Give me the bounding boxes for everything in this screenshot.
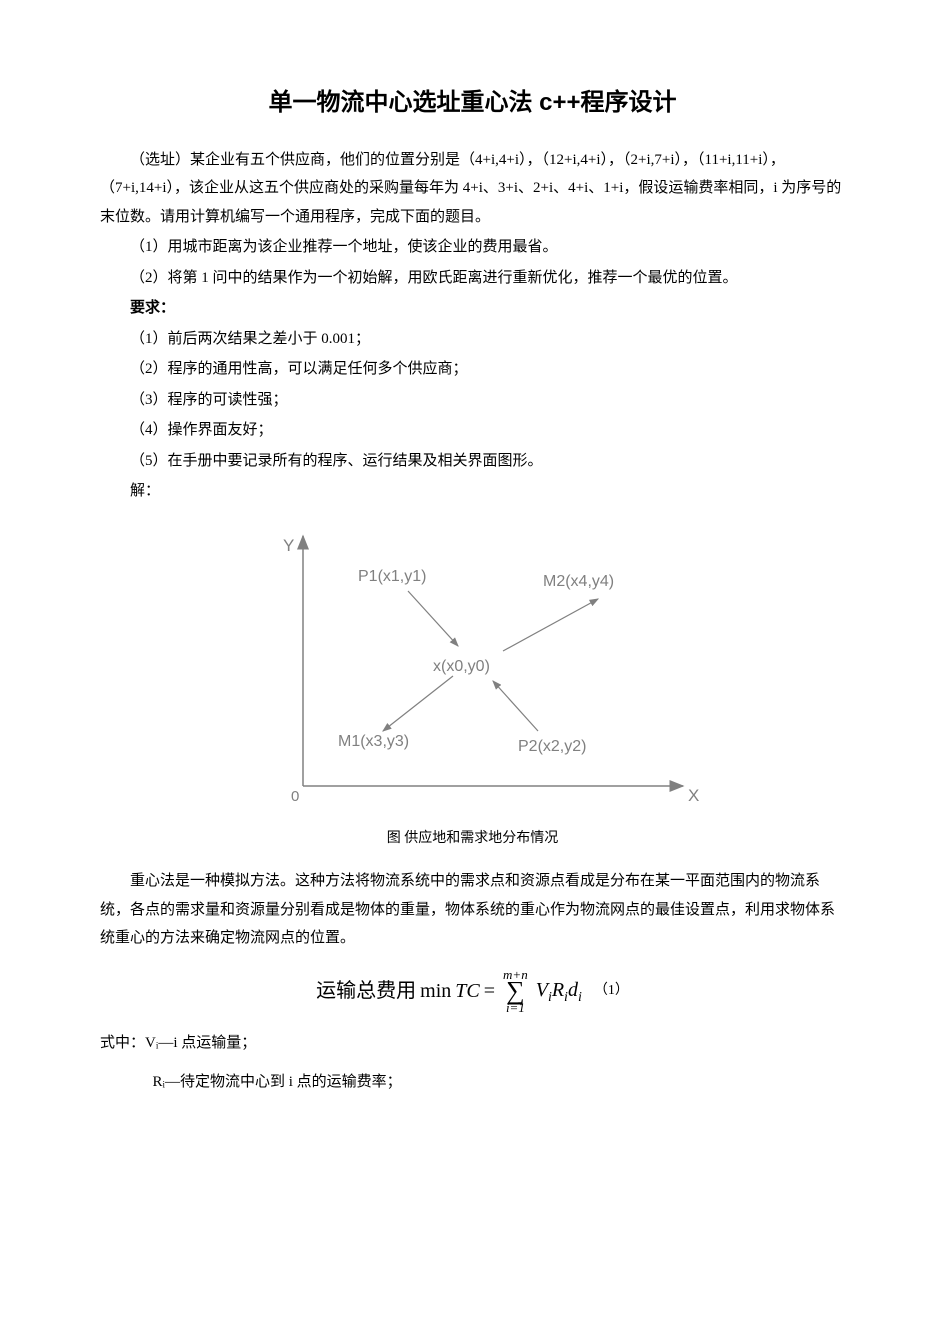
formula-term: ViRidi (536, 971, 582, 1012)
node-center-label: x(x0,y0) (433, 658, 490, 675)
node-p1-label: P1(x1,y1) (358, 568, 426, 585)
node-p2-label: P2(x2,y2) (518, 738, 586, 755)
method-description: 重心法是一种模拟方法。这种方法将物流系统中的需求点和资源点看成是分布在某一平面范… (100, 867, 845, 953)
term-r: R (552, 979, 564, 1001)
x-axis-label: X (688, 786, 699, 805)
definition-1: 式中：Vᵢ—i 点运输量； (100, 1029, 845, 1058)
arrow-m2 (503, 599, 598, 651)
solve-label: 解： (100, 477, 845, 506)
question-1: （1）用城市距离为该企业推荐一个地址，使该企业的费用最省。 (100, 233, 845, 262)
y-axis-label: Y (283, 536, 294, 555)
arrow-p2 (493, 681, 538, 731)
formula-container: 运输总费用 min TC = m+n ∑ i=1 ViRidi （1） (100, 968, 845, 1015)
sigma-icon: ∑ (506, 981, 525, 1002)
requirement-3: （3）程序的可读性强； (100, 386, 845, 415)
formula-tc: TC (455, 972, 479, 1010)
sub-d: i (578, 990, 582, 1005)
transport-cost-formula: 运输总费用 min TC = m+n ∑ i=1 ViRidi （1） (316, 968, 629, 1015)
def-text-1: —i 点运输量； (158, 1035, 256, 1051)
definition-2: Rᵢ—待定物流中心到 i 点的运输费率； (100, 1068, 845, 1097)
intro-paragraph: （选址）某企业有五个供应商，他们的位置分别是（4+i,4+i），（12+i,4+… (100, 146, 845, 232)
def-text-2: —待定物流中心到 i 点的运输费率； (165, 1074, 402, 1090)
question-2: （2）将第 1 问中的结果作为一个初始解，用欧氏距离进行重新优化，推荐一个最优的… (100, 264, 845, 293)
diagram-caption: 图 供应地和需求地分布情况 (100, 826, 845, 853)
formula-equals: = (484, 972, 495, 1010)
definitions-list: 式中：Vᵢ—i 点运输量； Rᵢ—待定物流中心到 i 点的运输费率； (100, 1029, 845, 1096)
arrow-p1 (408, 591, 458, 646)
def-prefix: 式中： (100, 1035, 145, 1051)
document-title: 单一物流中心选址重心法 c++程序设计 (100, 80, 845, 126)
sum-lower-limit: i=1 (506, 1001, 525, 1014)
requirements-header: 要求： (100, 294, 845, 323)
diagram-container: Y X 0 P1(x1,y1) M2(x4,y4) x(x0,y0) M1(x3… (100, 526, 845, 816)
arrow-m1 (383, 676, 453, 731)
def-var-1: Vᵢ (145, 1035, 158, 1051)
node-m1-label: M1(x3,y3) (338, 733, 409, 750)
origin-label: 0 (291, 788, 299, 805)
term-v: V (536, 979, 548, 1001)
formula-prefix: 运输总费用 (316, 972, 416, 1010)
summation-symbol: m+n ∑ i=1 (503, 968, 528, 1015)
requirement-4: （4）操作界面友好； (100, 416, 845, 445)
coordinate-diagram: Y X 0 P1(x1,y1) M2(x4,y4) x(x0,y0) M1(x3… (243, 526, 703, 816)
requirement-5: （5）在手册中要记录所有的程序、运行结果及相关界面图形。 (100, 447, 845, 476)
requirement-2: （2）程序的通用性高，可以满足任何多个供应商； (100, 355, 845, 384)
equation-number: （1） (594, 978, 629, 1005)
node-m2-label: M2(x4,y4) (543, 573, 614, 590)
term-d: d (568, 979, 578, 1001)
formula-min: min (420, 972, 451, 1010)
def-var-2: Rᵢ (153, 1074, 165, 1090)
requirement-1: （1）前后两次结果之差小于 0.001； (100, 325, 845, 354)
